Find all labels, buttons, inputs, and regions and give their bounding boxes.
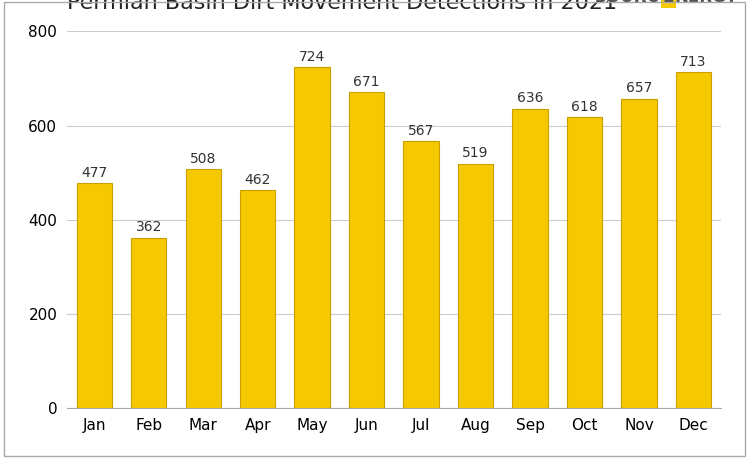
Text: Permian Basin Dirt Movement Detections in 2021: Permian Basin Dirt Movement Detections i…: [67, 0, 617, 13]
Bar: [76, 183, 112, 408]
Bar: [567, 117, 602, 408]
Bar: [404, 141, 439, 408]
Text: 618: 618: [571, 100, 598, 114]
Text: SØURC: SØURC: [595, 0, 660, 6]
Bar: [349, 92, 384, 408]
Text: 636: 636: [517, 91, 543, 105]
Text: NERGY: NERGY: [674, 0, 738, 6]
Text: 462: 462: [244, 173, 271, 187]
Bar: [186, 169, 221, 408]
Bar: [294, 67, 330, 408]
Bar: [458, 164, 494, 408]
Text: 657: 657: [625, 82, 652, 95]
Bar: [131, 238, 166, 408]
Bar: [621, 99, 657, 408]
Bar: [676, 72, 711, 408]
Bar: [240, 191, 276, 408]
Text: 713: 713: [680, 55, 706, 69]
Text: 671: 671: [354, 75, 380, 89]
Text: 519: 519: [462, 147, 489, 160]
Text: 477: 477: [81, 166, 107, 180]
Text: E: E: [663, 0, 674, 6]
Text: 508: 508: [190, 152, 216, 165]
Text: 724: 724: [299, 50, 325, 64]
Text: 362: 362: [136, 220, 162, 234]
Bar: [512, 109, 548, 408]
Text: 567: 567: [408, 124, 434, 138]
